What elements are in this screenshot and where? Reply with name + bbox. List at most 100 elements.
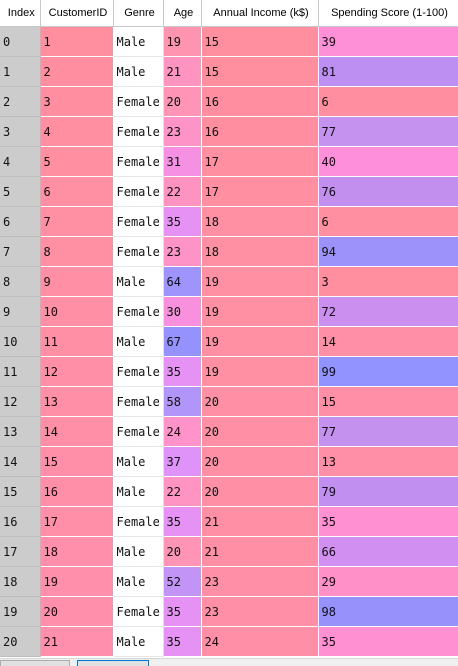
table-row[interactable]: 13 14 Female 24 20 77	[0, 416, 458, 447]
cell-index[interactable]: 16	[0, 506, 41, 537]
cell-spending-score[interactable]: 77	[318, 416, 458, 447]
cell-customerid[interactable]: 9	[40, 266, 114, 297]
cell-genre[interactable]: Male	[113, 326, 164, 357]
dialog-button-focused[interactable]	[77, 660, 149, 666]
cell-spending-score[interactable]: 40	[318, 146, 458, 177]
cell-customerid[interactable]: 1	[40, 26, 114, 57]
table-row[interactable]: 0 1 Male 19 15 39	[0, 26, 458, 57]
cell-spending-score[interactable]: 39	[318, 26, 458, 57]
cell-index[interactable]: 14	[0, 446, 41, 477]
cell-genre[interactable]: Female	[113, 116, 164, 147]
cell-genre[interactable]: Male	[113, 446, 164, 477]
cell-customerid[interactable]: 19	[40, 566, 114, 597]
cell-age[interactable]: 58	[163, 386, 202, 417]
table-row[interactable]: 4 5 Female 31 17 40	[0, 146, 458, 177]
cell-annual-income[interactable]: 19	[201, 266, 319, 297]
cell-index[interactable]: 17	[0, 536, 41, 567]
cell-customerid[interactable]: 8	[40, 236, 114, 267]
cell-index[interactable]: 1	[0, 56, 41, 87]
cell-age[interactable]: 35	[163, 206, 202, 237]
column-header-customerid[interactable]: CustomerID	[40, 0, 114, 27]
cell-genre[interactable]: Female	[113, 596, 164, 627]
cell-age[interactable]: 35	[163, 506, 202, 537]
cell-customerid[interactable]: 14	[40, 416, 114, 447]
cell-age[interactable]: 19	[163, 26, 202, 57]
cell-annual-income[interactable]: 16	[201, 116, 319, 147]
cell-genre[interactable]: Female	[113, 176, 164, 207]
cell-spending-score[interactable]: 72	[318, 296, 458, 327]
cell-customerid[interactable]: 4	[40, 116, 114, 147]
cell-index[interactable]: 7	[0, 236, 41, 267]
cell-annual-income[interactable]: 20	[201, 476, 319, 507]
cell-annual-income[interactable]: 20	[201, 446, 319, 477]
cell-index[interactable]: 6	[0, 206, 41, 237]
cell-annual-income[interactable]: 18	[201, 206, 319, 237]
table-row[interactable]: 2 3 Female 20 16 6	[0, 86, 458, 117]
cell-genre[interactable]: Female	[113, 146, 164, 177]
table-row[interactable]: 15 16 Male 22 20 79	[0, 476, 458, 507]
cell-index[interactable]: 5	[0, 176, 41, 207]
cell-genre[interactable]: Female	[113, 416, 164, 447]
cell-age[interactable]: 35	[163, 596, 202, 627]
column-header-genre[interactable]: Genre	[113, 0, 164, 27]
table-row[interactable]: 3 4 Female 23 16 77	[0, 116, 458, 147]
cell-age[interactable]: 30	[163, 296, 202, 327]
table-row[interactable]: 9 10 Female 30 19 72	[0, 296, 458, 327]
cell-spending-score[interactable]: 76	[318, 176, 458, 207]
cell-spending-score[interactable]: 79	[318, 476, 458, 507]
cell-genre[interactable]: Male	[113, 536, 164, 567]
cell-age[interactable]: 52	[163, 566, 202, 597]
cell-annual-income[interactable]: 20	[201, 386, 319, 417]
cell-index[interactable]: 8	[0, 266, 41, 297]
cell-spending-score[interactable]: 77	[318, 116, 458, 147]
cell-annual-income[interactable]: 15	[201, 56, 319, 87]
cell-annual-income[interactable]: 23	[201, 596, 319, 627]
table-row[interactable]: 17 18 Male 20 21 66	[0, 536, 458, 567]
cell-age[interactable]: 24	[163, 416, 202, 447]
cell-spending-score[interactable]: 98	[318, 596, 458, 627]
table-row[interactable]: 6 7 Female 35 18 6	[0, 206, 458, 237]
cell-spending-score[interactable]: 3	[318, 266, 458, 297]
table-row[interactable]: 12 13 Female 58 20 15	[0, 386, 458, 417]
cell-age[interactable]: 20	[163, 536, 202, 567]
table-row[interactable]: 20 21 Male 35 24 35	[0, 626, 458, 657]
cell-customerid[interactable]: 17	[40, 506, 114, 537]
table-row[interactable]: 5 6 Female 22 17 76	[0, 176, 458, 207]
cell-age[interactable]: 23	[163, 236, 202, 267]
cell-spending-score[interactable]: 94	[318, 236, 458, 267]
table-row[interactable]: 8 9 Male 64 19 3	[0, 266, 458, 297]
cell-annual-income[interactable]: 23	[201, 566, 319, 597]
cell-annual-income[interactable]: 21	[201, 536, 319, 567]
cell-customerid[interactable]: 16	[40, 476, 114, 507]
cell-genre[interactable]: Male	[113, 56, 164, 87]
cell-age[interactable]: 22	[163, 476, 202, 507]
cell-genre[interactable]: Female	[113, 356, 164, 387]
cell-age[interactable]: 35	[163, 356, 202, 387]
cell-annual-income[interactable]: 19	[201, 326, 319, 357]
cell-annual-income[interactable]: 19	[201, 356, 319, 387]
cell-genre[interactable]: Female	[113, 386, 164, 417]
table-row[interactable]: 7 8 Female 23 18 94	[0, 236, 458, 267]
cell-index[interactable]: 11	[0, 356, 41, 387]
cell-index[interactable]: 2	[0, 86, 41, 117]
cell-customerid[interactable]: 12	[40, 356, 114, 387]
cell-index[interactable]: 4	[0, 146, 41, 177]
cell-customerid[interactable]: 18	[40, 536, 114, 567]
table-row[interactable]: 10 11 Male 67 19 14	[0, 326, 458, 357]
cell-spending-score[interactable]: 6	[318, 206, 458, 237]
cell-customerid[interactable]: 3	[40, 86, 114, 117]
cell-genre[interactable]: Male	[113, 626, 164, 657]
cell-genre[interactable]: Male	[113, 566, 164, 597]
cell-age[interactable]: 31	[163, 146, 202, 177]
cell-genre[interactable]: Male	[113, 476, 164, 507]
table-row[interactable]: 11 12 Female 35 19 99	[0, 356, 458, 387]
cell-index[interactable]: 12	[0, 386, 41, 417]
cell-age[interactable]: 20	[163, 86, 202, 117]
table-row[interactable]: 1 2 Male 21 15 81	[0, 56, 458, 87]
cell-customerid[interactable]: 21	[40, 626, 114, 657]
cell-age[interactable]: 64	[163, 266, 202, 297]
cell-index[interactable]: 18	[0, 566, 41, 597]
cell-index[interactable]: 15	[0, 476, 41, 507]
column-header-spending-score[interactable]: Spending Score (1-100)	[318, 0, 458, 27]
table-row[interactable]: 16 17 Female 35 21 35	[0, 506, 458, 537]
